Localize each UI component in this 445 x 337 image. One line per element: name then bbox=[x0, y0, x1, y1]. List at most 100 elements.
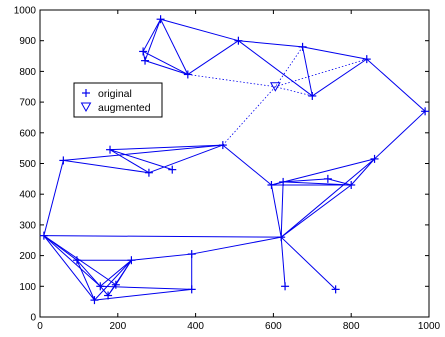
original-point bbox=[127, 256, 136, 265]
original-point bbox=[347, 180, 356, 189]
y-tick-label: 800 bbox=[19, 67, 36, 78]
augmented-edges-layer bbox=[187, 46, 367, 146]
x-tick-label: 600 bbox=[265, 321, 282, 332]
graph-edge bbox=[160, 18, 239, 42]
x-axis: 0 200 400 600 800 1000 bbox=[37, 10, 441, 332]
graph-edge bbox=[76, 260, 95, 301]
y-tick-label: 200 bbox=[19, 251, 36, 262]
original-point bbox=[168, 165, 177, 174]
original-point bbox=[308, 91, 317, 100]
original-point bbox=[298, 42, 307, 51]
graph-edge bbox=[327, 178, 352, 186]
y-tick-label: 700 bbox=[19, 98, 36, 109]
original-point bbox=[267, 180, 276, 189]
x-tick-label: 800 bbox=[343, 321, 360, 332]
markers-layer bbox=[39, 15, 430, 305]
original-point bbox=[362, 55, 371, 64]
x-tick-label: 400 bbox=[187, 321, 204, 332]
original-point bbox=[96, 282, 105, 291]
original-point bbox=[281, 282, 290, 291]
legend-marker-original bbox=[82, 89, 90, 97]
original-point bbox=[139, 47, 148, 56]
legend-label: augmented bbox=[98, 102, 151, 114]
graph-edge bbox=[280, 181, 284, 238]
y-tick-label: 600 bbox=[19, 128, 36, 139]
graph-edge bbox=[187, 40, 239, 75]
y-axis: 0 100 200 300 400 500 600 700 800 900 1000 bbox=[14, 6, 429, 324]
graph-edge bbox=[191, 236, 282, 255]
graph-edge bbox=[283, 178, 328, 183]
graph-edge bbox=[312, 58, 368, 97]
original-point bbox=[370, 154, 379, 163]
original-point bbox=[331, 285, 340, 294]
graph-edge bbox=[109, 149, 150, 174]
graph-edge bbox=[142, 51, 189, 75]
graph-edge bbox=[280, 237, 286, 287]
graph-edge bbox=[99, 285, 109, 296]
original-point bbox=[187, 250, 196, 259]
graph-edge bbox=[280, 184, 352, 238]
graph-edge bbox=[43, 160, 64, 236]
graph-edge bbox=[270, 184, 282, 238]
graph-edge bbox=[142, 18, 162, 52]
augmented-edge bbox=[275, 46, 303, 87]
original-point bbox=[183, 70, 192, 79]
legend-label: original bbox=[98, 88, 132, 100]
x-tick-label: 1000 bbox=[418, 321, 441, 332]
graph-edge bbox=[94, 259, 132, 301]
original-point bbox=[39, 231, 48, 240]
graph-edge bbox=[63, 144, 223, 161]
graph-edge bbox=[160, 18, 189, 75]
graph-edge bbox=[107, 284, 117, 296]
augmented-point bbox=[269, 82, 281, 92]
augmented-edge bbox=[275, 86, 313, 97]
graph-edge bbox=[109, 144, 223, 151]
original-point bbox=[323, 174, 332, 183]
original-point bbox=[187, 285, 196, 294]
y-tick-label: 900 bbox=[19, 36, 36, 47]
x-tick-label: 0 bbox=[37, 321, 43, 332]
original-point bbox=[218, 141, 227, 150]
graph-edge bbox=[94, 288, 192, 301]
graph-edge bbox=[43, 235, 95, 301]
original-point bbox=[141, 56, 150, 65]
original-point bbox=[59, 156, 68, 165]
graph-edge bbox=[366, 58, 426, 112]
original-point bbox=[106, 145, 115, 154]
graph-edge bbox=[283, 181, 352, 186]
original-point bbox=[104, 291, 113, 300]
graph-edge bbox=[144, 60, 188, 75]
augmented-edge bbox=[222, 86, 276, 146]
graph-edge bbox=[222, 144, 272, 186]
graph-edge bbox=[43, 235, 101, 287]
graph-edge bbox=[115, 259, 132, 286]
graph-edge bbox=[271, 158, 375, 186]
original-point bbox=[111, 280, 120, 289]
original-point bbox=[72, 256, 81, 265]
graph-edge bbox=[374, 110, 426, 160]
original-point bbox=[277, 233, 286, 242]
y-tick-label: 300 bbox=[19, 220, 36, 231]
graph-edge bbox=[238, 40, 313, 97]
graph-edge bbox=[148, 144, 224, 174]
original-point bbox=[156, 15, 165, 24]
graph-edge bbox=[350, 158, 375, 186]
graph-edge bbox=[280, 236, 336, 290]
y-tick-label: 0 bbox=[30, 313, 36, 324]
graph-edge bbox=[131, 253, 192, 261]
original-point bbox=[279, 177, 288, 186]
original-point bbox=[144, 168, 153, 177]
graph-edge bbox=[302, 46, 367, 60]
y-tick-label: 400 bbox=[19, 190, 36, 201]
graph-edge bbox=[63, 159, 149, 174]
graph-edge bbox=[302, 46, 313, 97]
legend: original augmented bbox=[73, 82, 163, 118]
y-tick-label: 100 bbox=[19, 282, 36, 293]
graph-edge bbox=[109, 149, 173, 171]
legend-box bbox=[73, 82, 163, 118]
graph-edge bbox=[280, 158, 375, 238]
y-tick-label: 500 bbox=[19, 159, 36, 170]
graph-edge bbox=[238, 40, 303, 48]
graph-edge bbox=[99, 259, 132, 287]
